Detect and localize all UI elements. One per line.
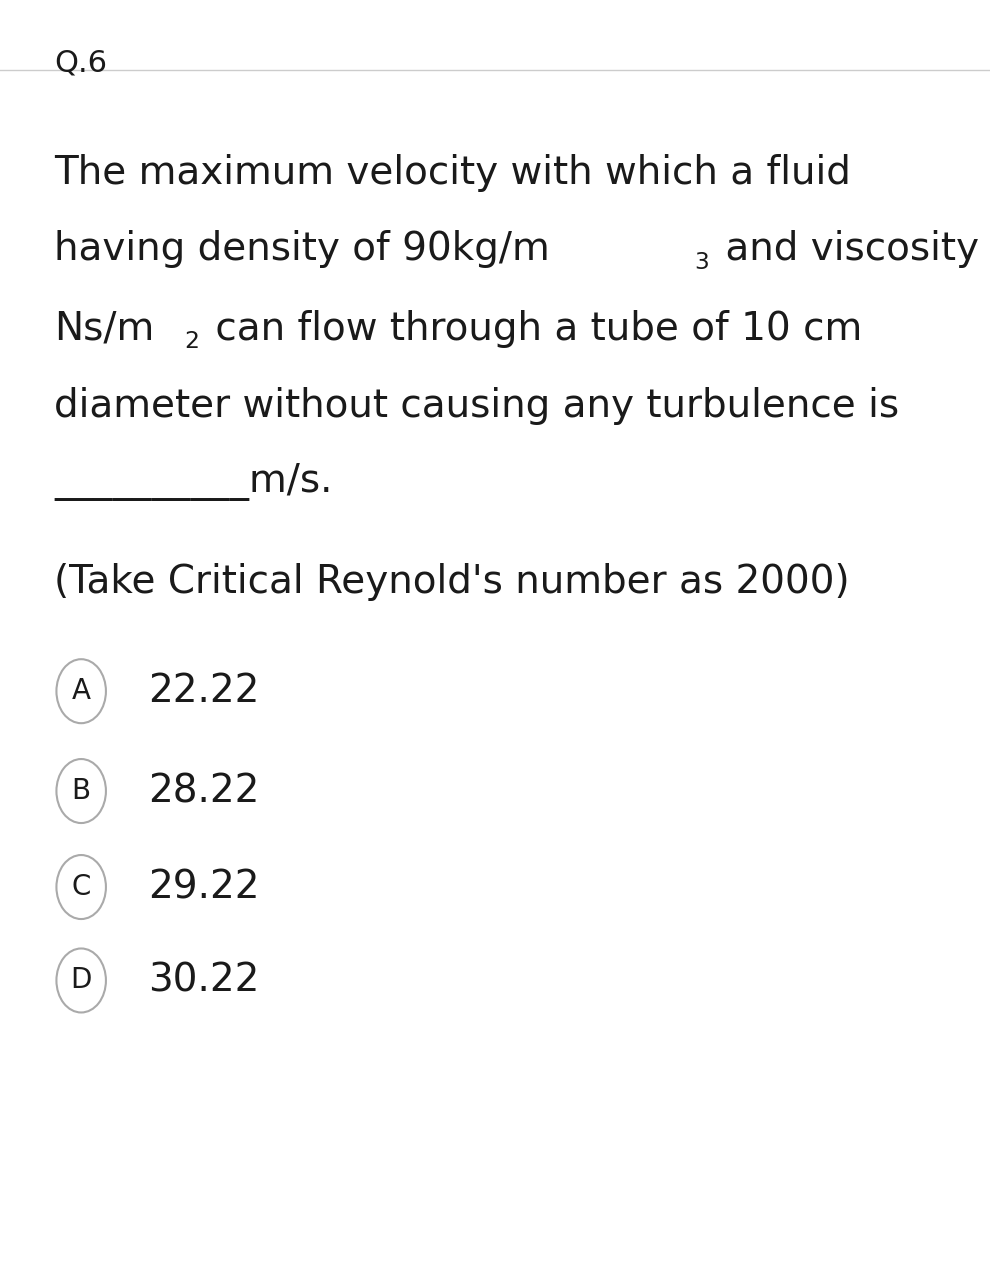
Text: Q.6: Q.6 (54, 49, 108, 78)
Text: 3: 3 (694, 251, 709, 274)
Text: 30.22: 30.22 (148, 961, 259, 1000)
Text: 2: 2 (184, 330, 199, 353)
Text: C: C (71, 873, 91, 901)
Text: diameter without causing any turbulence is: diameter without causing any turbulence … (54, 387, 900, 425)
Text: and viscosity 0.1: and viscosity 0.1 (713, 230, 990, 269)
Text: 29.22: 29.22 (148, 868, 260, 906)
Text: Ns/m: Ns/m (54, 310, 154, 348)
Text: D: D (70, 966, 92, 995)
Text: B: B (71, 777, 91, 805)
Text: __________m/s.: __________m/s. (54, 463, 333, 502)
Text: (Take Critical Reynold's number as 2000): (Take Critical Reynold's number as 2000) (54, 563, 850, 602)
Text: A: A (71, 677, 91, 705)
Text: 22.22: 22.22 (148, 672, 259, 710)
Text: having density of 90kg/m: having density of 90kg/m (54, 230, 550, 269)
Text: The maximum velocity with which a fluid: The maximum velocity with which a fluid (54, 154, 851, 192)
Text: can flow through a tube of 10 cm: can flow through a tube of 10 cm (203, 310, 862, 348)
Text: 28.22: 28.22 (148, 772, 259, 810)
